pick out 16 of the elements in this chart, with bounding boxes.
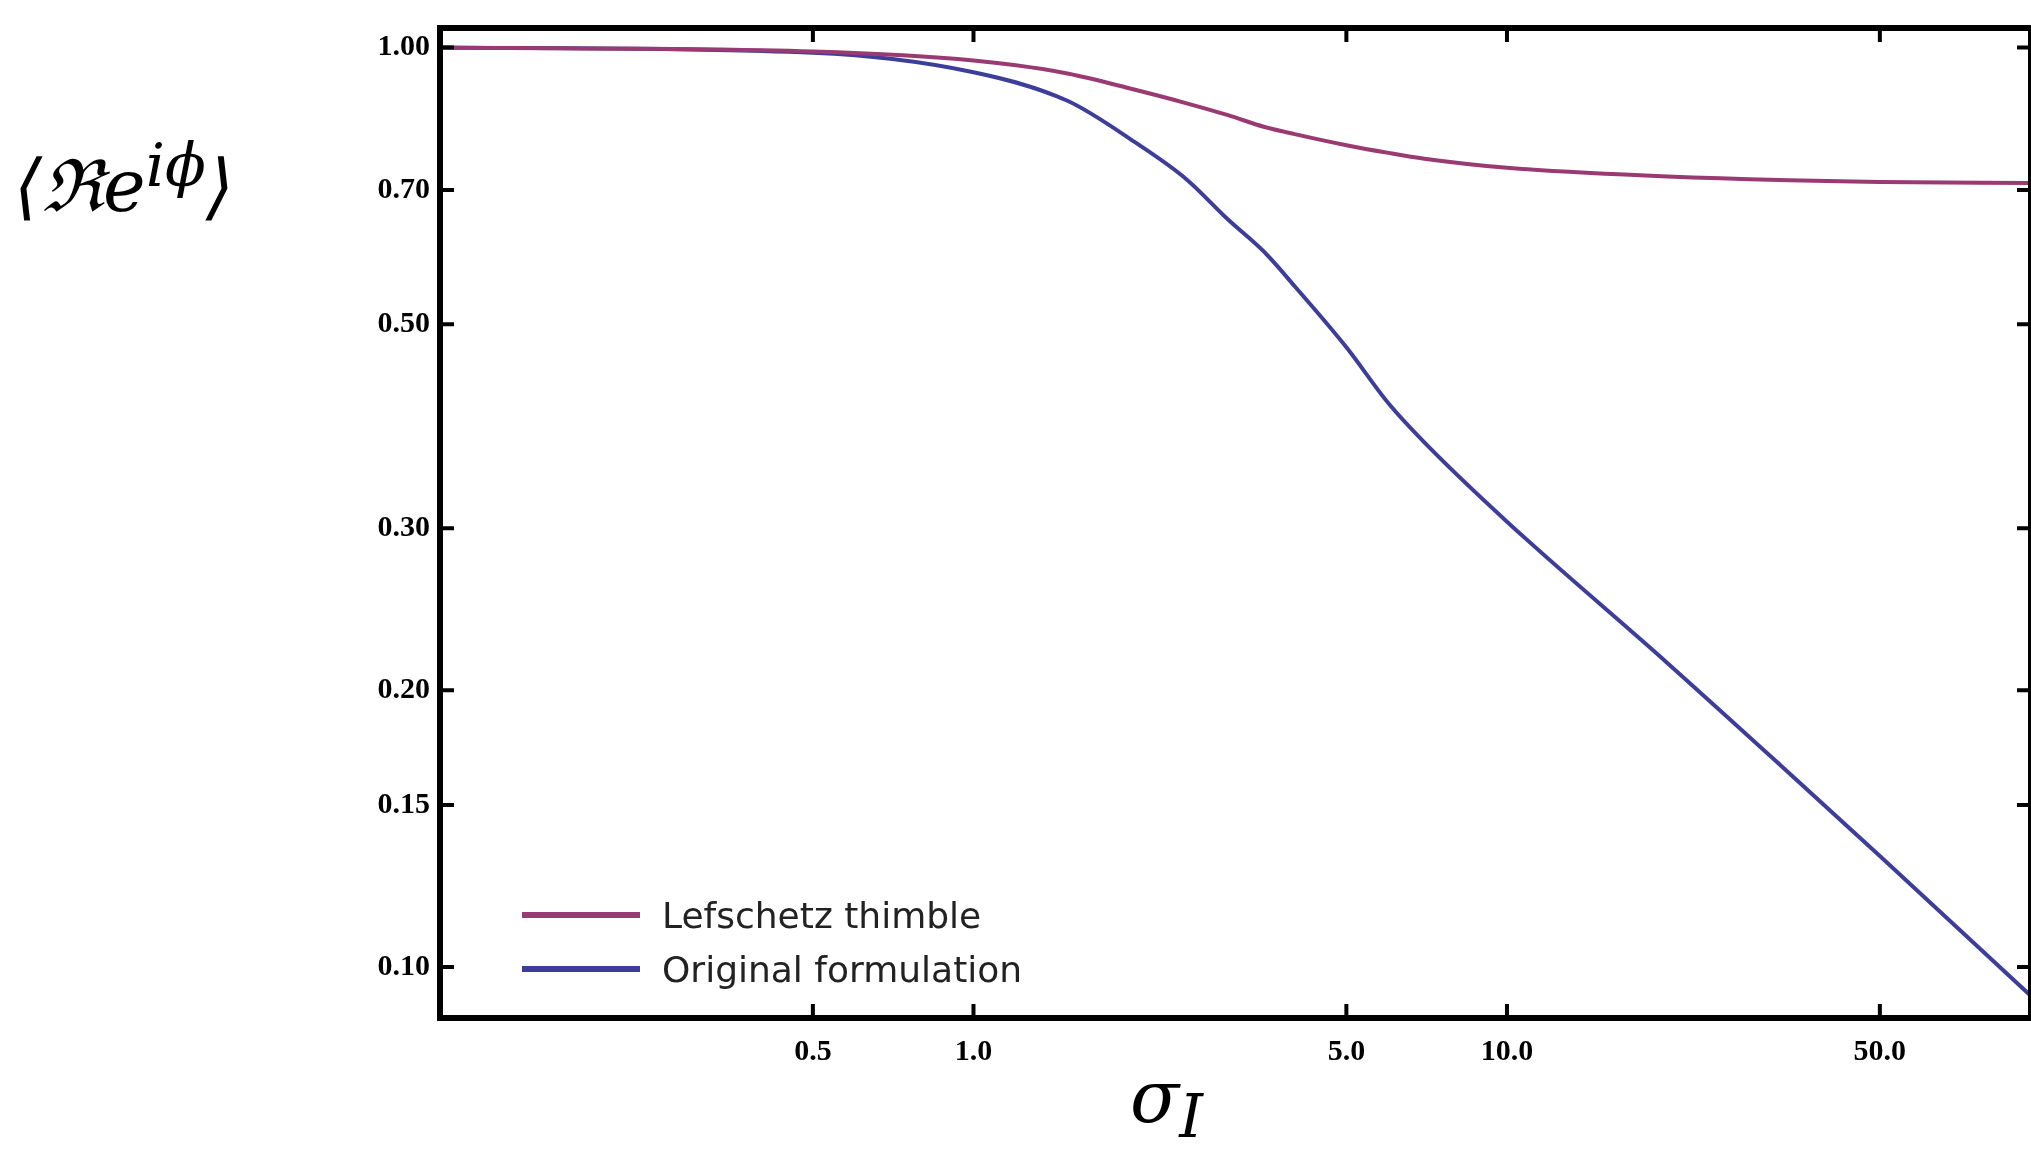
x-tick-label: 1.0	[954, 1032, 993, 1066]
y-tick-label: 0.50	[377, 305, 430, 339]
y-tick-label: 1.00	[377, 28, 430, 62]
y-tick-label: 0.10	[377, 947, 430, 981]
x-tick-label: 10.0	[1480, 1032, 1534, 1066]
x-tick-label: 5.0	[1327, 1032, 1366, 1066]
x-tick-label: 50.0	[1853, 1032, 1907, 1066]
y-axis-title: ⟨ℜe$^{iϕ}$⟩	[14, 130, 234, 230]
x-axis-title: σ$_{I}$	[1130, 1055, 1203, 1152]
y-tick-label: 0.70	[377, 170, 430, 204]
y-tick-label: 0.15	[377, 785, 430, 819]
y-tick-label: 0.20	[377, 670, 430, 704]
legend-label: Original formulation	[662, 948, 1023, 990]
y-tick-label: 0.30	[377, 509, 430, 542]
legend-label: Lefschetz thimble	[662, 894, 982, 936]
x-tick-label: 0.5	[794, 1032, 832, 1066]
